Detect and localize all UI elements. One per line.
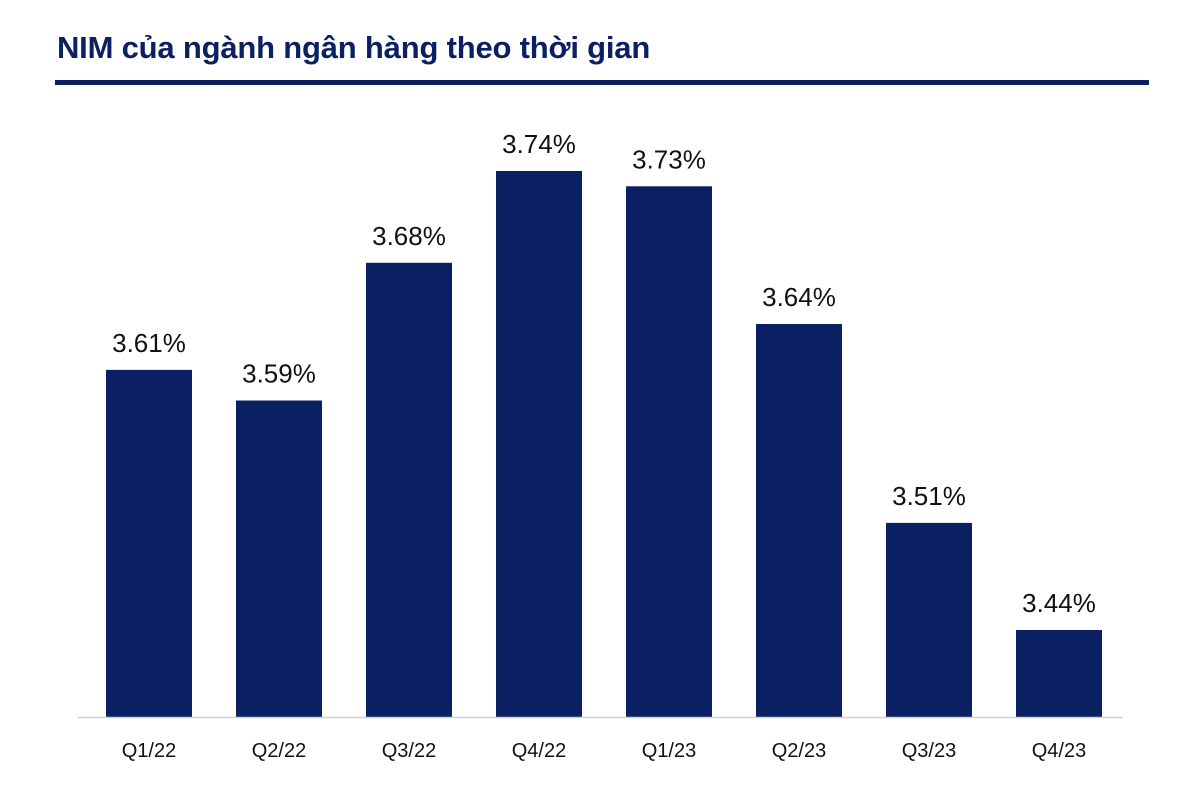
bar-value-label: 3.73% [632,144,706,174]
x-tick-label: Q2/22 [252,740,306,762]
value-labels-group: 3.61% 3.59% 3.68% 3.74% 3.73% 3.64% 3.51% 3.44% [112,129,1096,618]
x-tick-label: Q3/22 [382,740,436,762]
x-tick-label: Q1/22 [122,740,176,762]
bar-value-label: 3.61% [112,328,186,358]
bar-q2-22 [236,400,322,717]
title-underline [55,80,1149,85]
bar-q3-23 [886,522,972,717]
bar-q2-23 [756,324,842,717]
bar-value-label: 3.44% [1022,588,1096,618]
bar-value-label: 3.64% [762,282,836,312]
bar-value-label: 3.74% [502,129,576,159]
bar-q4-22 [496,171,582,717]
x-tick-label: Q1/23 [642,740,696,762]
bar-value-label: 3.51% [892,481,966,511]
bar-value-label: 3.68% [372,221,446,251]
bar-q4-23 [1016,630,1102,717]
bar-value-label: 3.59% [242,359,316,389]
bar-q1-22 [106,369,192,717]
bars-group [106,171,1102,718]
x-tick-labels-group: Q1/22 Q2/22 Q3/22 Q4/22 Q1/23 Q2/23 Q3/23 Q4/23 [122,740,1086,762]
x-tick-label: Q2/23 [772,740,826,762]
x-tick-label: Q4/23 [1032,740,1086,762]
chart-title: NIM của ngành ngân hàng theo thời gian [57,30,651,65]
x-tick-label: Q3/23 [902,740,956,762]
x-tick-label: Q4/22 [512,740,566,762]
bar-q1-23 [626,186,712,718]
bar-q3-22 [366,262,452,717]
